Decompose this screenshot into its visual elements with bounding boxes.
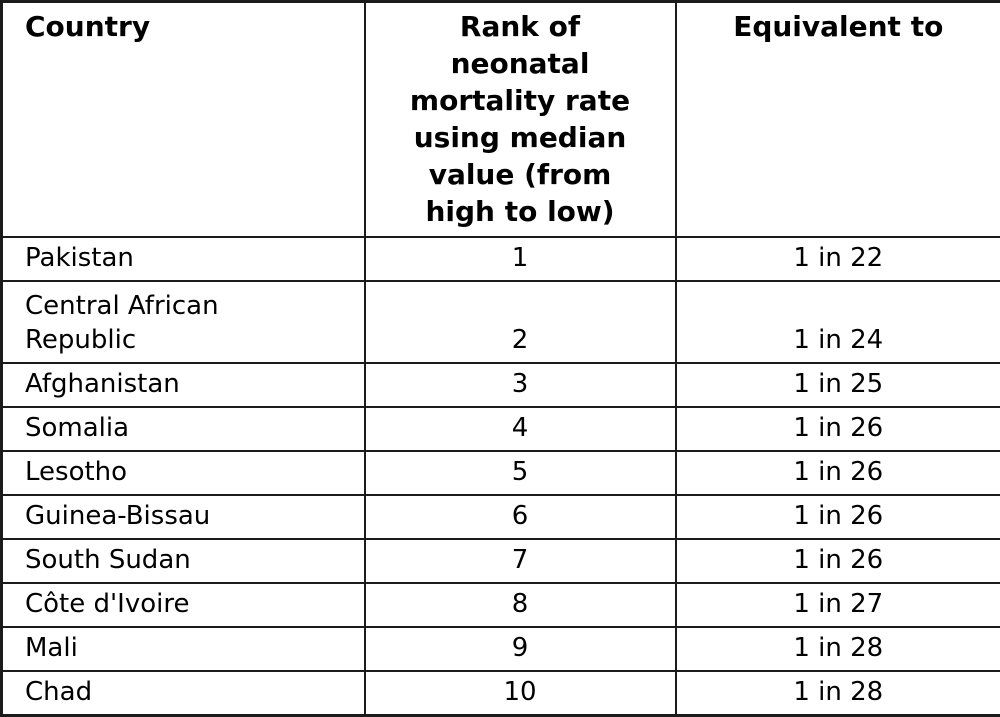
header-country: Country: [2, 2, 365, 238]
table-row: South Sudan 7 1 in 26: [2, 539, 1000, 583]
country-cell: Central African Republic: [2, 281, 365, 363]
country-cell: Guinea-Bissau: [2, 495, 365, 539]
table-row: Mali 9 1 in 28: [2, 627, 1000, 671]
header-rank-line: value (from: [374, 156, 667, 193]
equivalent-cell: 1 in 26: [676, 451, 1000, 495]
country-cell: Somalia: [2, 407, 365, 451]
table-row: Central African Republic 2 1 in 24: [2, 281, 1000, 363]
country-cell: Afghanistan: [2, 363, 365, 407]
rank-cell: 5: [365, 451, 676, 495]
header-rank-line: Rank of: [374, 8, 667, 45]
country-cell: Chad: [2, 671, 365, 716]
equivalent-cell: 1 in 27: [676, 583, 1000, 627]
rank-cell: 8: [365, 583, 676, 627]
equivalent-cell: 1 in 25: [676, 363, 1000, 407]
table-row: Pakistan 1 1 in 22: [2, 237, 1000, 281]
rank-cell: 2: [365, 281, 676, 363]
country-cell: South Sudan: [2, 539, 365, 583]
rank-cell: 9: [365, 627, 676, 671]
rank-cell: 6: [365, 495, 676, 539]
rank-cell: 3: [365, 363, 676, 407]
header-rank-line: using median: [374, 119, 667, 156]
header-equivalent: Equivalent to: [676, 2, 1000, 238]
equivalent-cell: 1 in 28: [676, 671, 1000, 716]
table-row: Chad 10 1 in 28: [2, 671, 1000, 716]
equivalent-cell: 1 in 26: [676, 407, 1000, 451]
country-cell: Mali: [2, 627, 365, 671]
equivalent-cell: 1 in 26: [676, 495, 1000, 539]
rank-cell: 1: [365, 237, 676, 281]
table-row: Lesotho 5 1 in 26: [2, 451, 1000, 495]
rank-cell: 4: [365, 407, 676, 451]
equivalent-cell: 1 in 28: [676, 627, 1000, 671]
table-row: Somalia 4 1 in 26: [2, 407, 1000, 451]
table-row: Guinea-Bissau 6 1 in 26: [2, 495, 1000, 539]
table-row: Côte d'Ivoire 8 1 in 27: [2, 583, 1000, 627]
country-cell: Pakistan: [2, 237, 365, 281]
equivalent-cell: 1 in 24: [676, 281, 1000, 363]
equivalent-cell: 1 in 26: [676, 539, 1000, 583]
header-rank-line: neonatal: [374, 45, 667, 82]
header-rank-line: high to low): [374, 193, 667, 230]
rank-cell: 10: [365, 671, 676, 716]
equivalent-cell: 1 in 22: [676, 237, 1000, 281]
country-cell: Côte d'Ivoire: [2, 583, 365, 627]
rank-cell: 7: [365, 539, 676, 583]
table-row: Afghanistan 3 1 in 25: [2, 363, 1000, 407]
header-rank-line: mortality rate: [374, 82, 667, 119]
country-cell: Lesotho: [2, 451, 365, 495]
